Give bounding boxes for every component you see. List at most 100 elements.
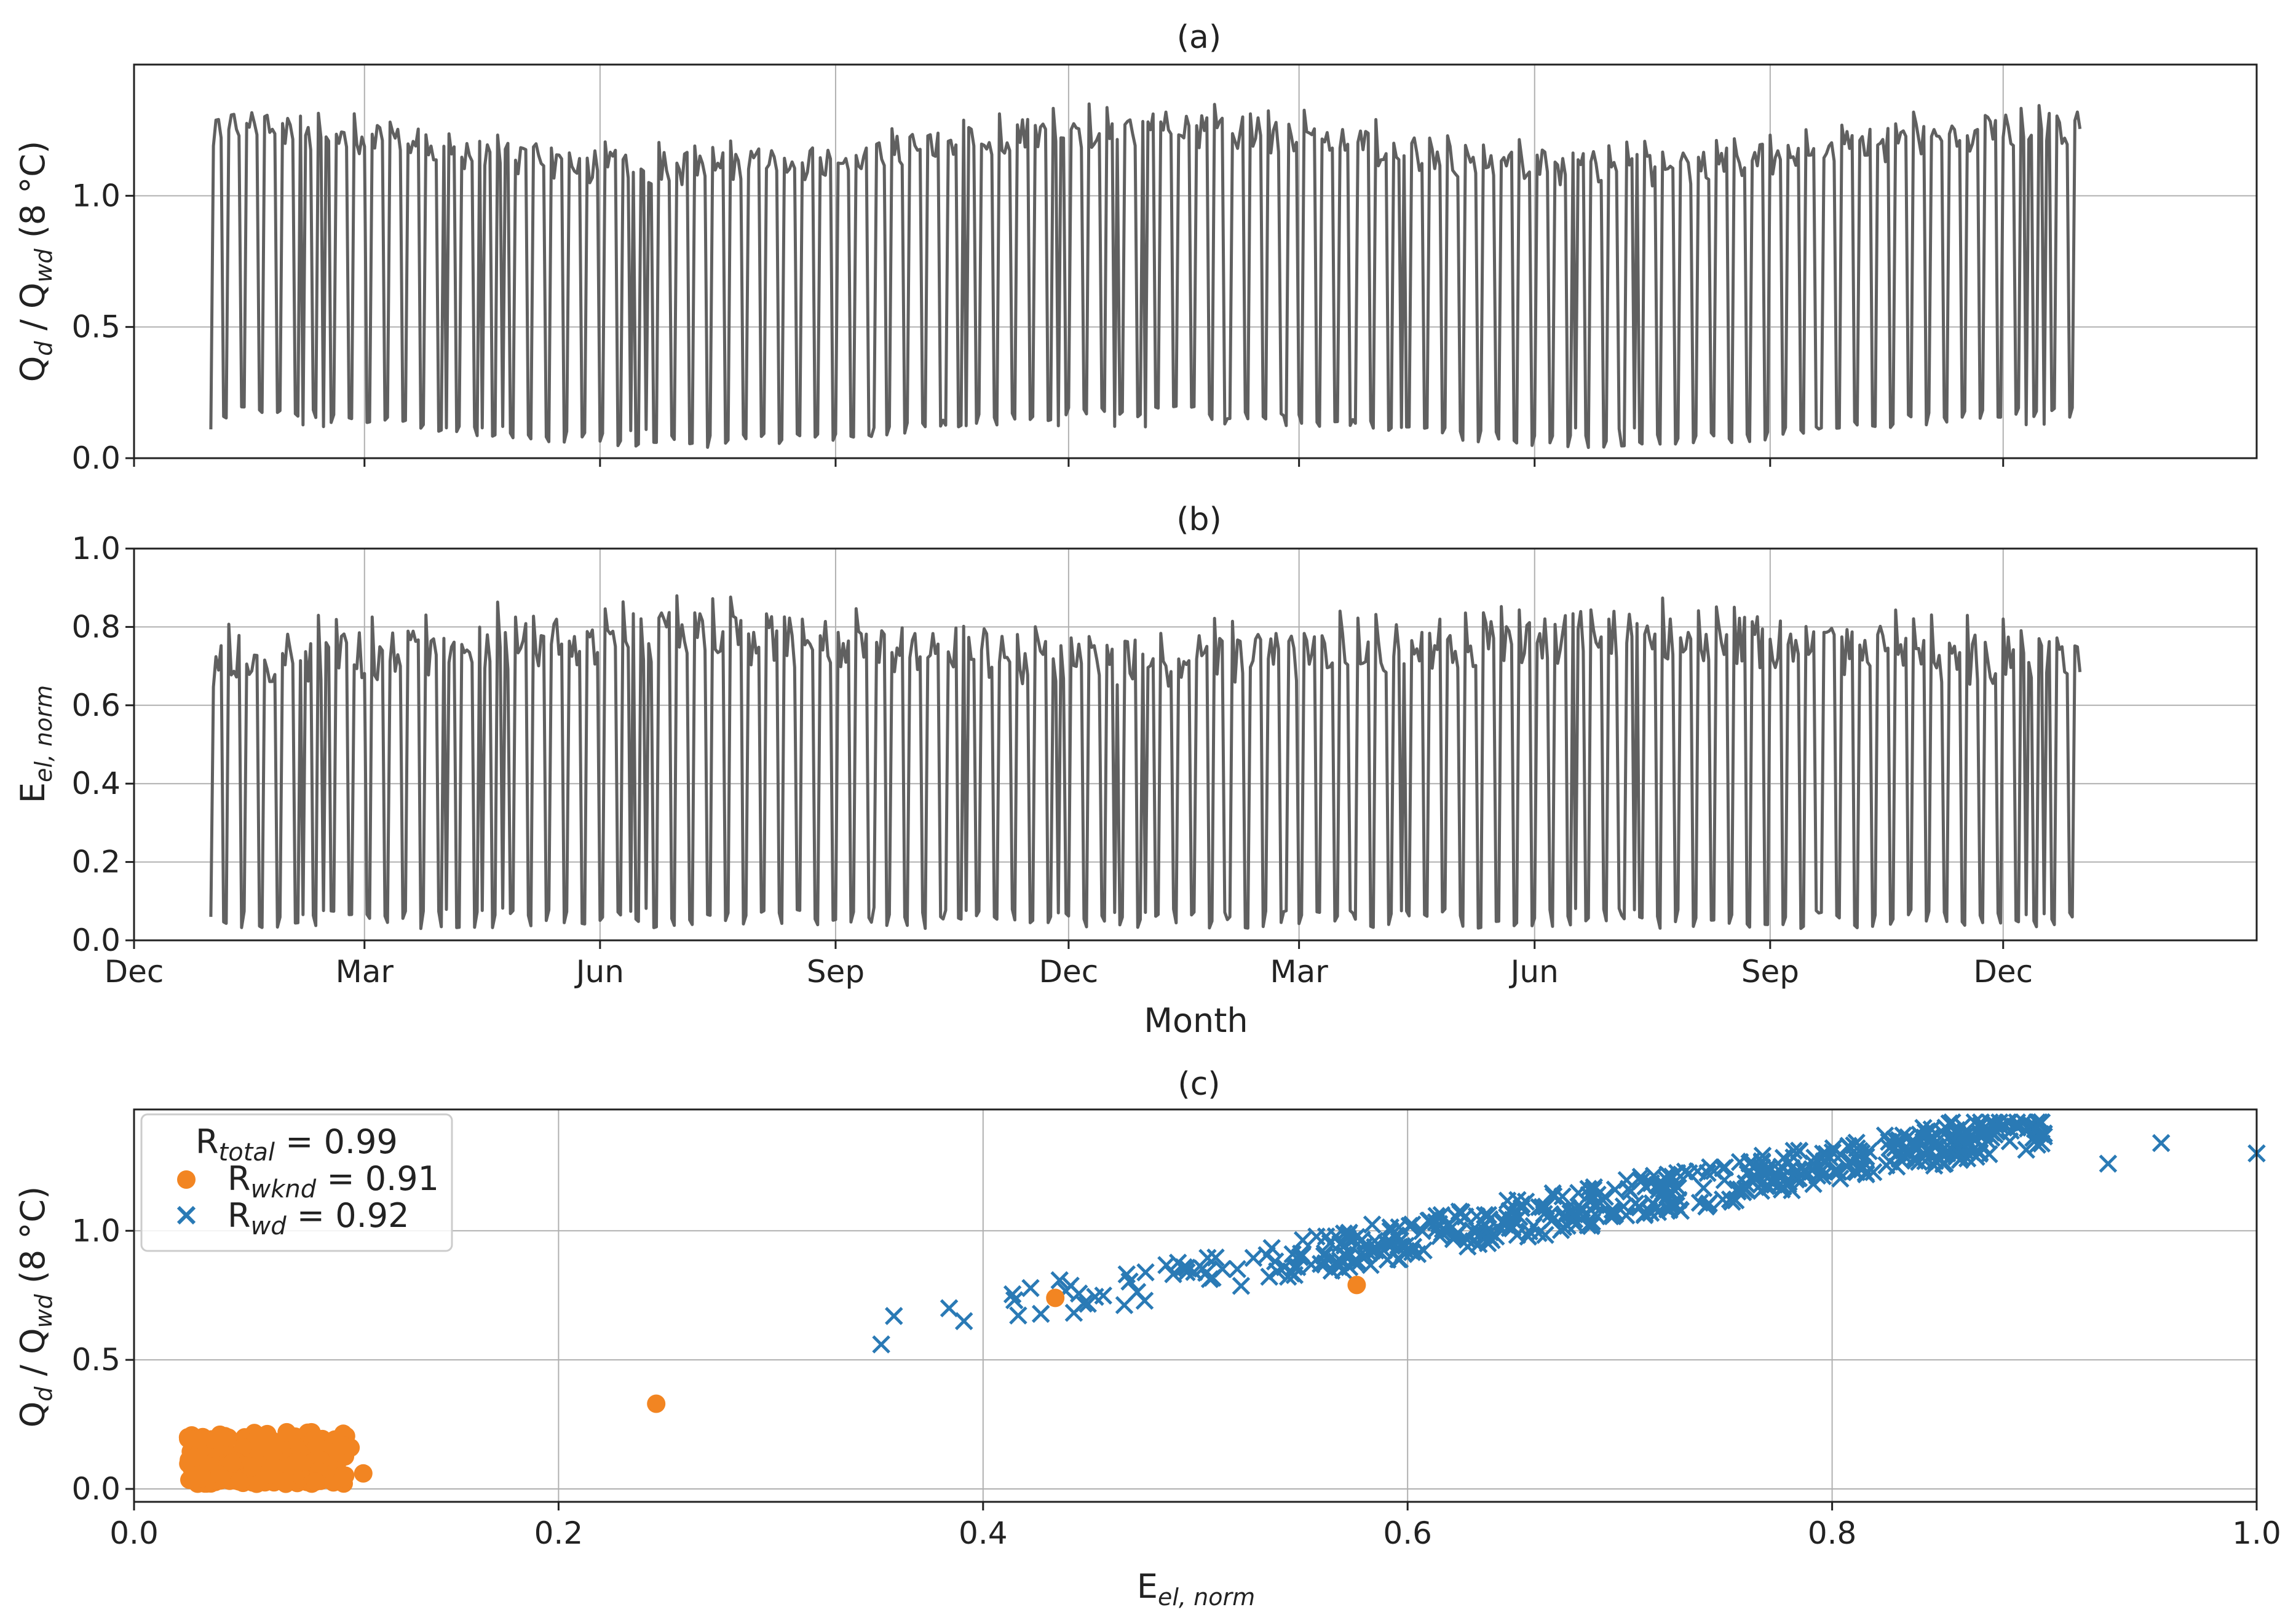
weekend-point-236 bbox=[306, 1472, 325, 1491]
weekday-point-420 bbox=[1971, 1113, 1990, 1132]
panel-b-frame bbox=[133, 547, 2258, 942]
weekday-point-237 bbox=[1198, 1248, 1217, 1268]
weekend-point-235 bbox=[223, 1453, 242, 1472]
legend-box bbox=[140, 1113, 453, 1252]
panel-c-ylabel: Qd / Qwd (8 °C) bbox=[14, 1186, 57, 1427]
weekday-point-63 bbox=[1213, 1260, 1232, 1279]
c-xtick-label-4: 0.8 bbox=[1808, 1515, 1857, 1551]
weekday-point-410 bbox=[1524, 1216, 1543, 1236]
weekday-point-383 bbox=[1508, 1191, 1527, 1210]
c-xtick-label-1: 0.2 bbox=[534, 1515, 584, 1551]
b-xtick-label-7: Sep bbox=[1741, 954, 1799, 990]
weekday-point-451 bbox=[1315, 1244, 1334, 1263]
b-xtick-label-1: Mar bbox=[336, 954, 394, 990]
panel-c-grid bbox=[133, 1109, 2257, 1502]
weekday-point-508 bbox=[1890, 1133, 1909, 1152]
legend-weekday-label: Rwd = 0.92 bbox=[228, 1196, 409, 1240]
weekday-point-212 bbox=[1005, 1291, 1024, 1309]
panel-b-xlabel: Month bbox=[1144, 1001, 1248, 1040]
weekday-point-510 bbox=[1561, 1204, 1580, 1223]
a-ytick-label-0: 0.0 bbox=[71, 440, 121, 476]
weekday-point-305 bbox=[2035, 1124, 2053, 1143]
weekday-point-494 bbox=[1533, 1197, 1551, 1216]
weekday-point-503 bbox=[1340, 1258, 1359, 1277]
weekend-point-233 bbox=[260, 1462, 279, 1481]
weekday-point-369 bbox=[1293, 1231, 1312, 1250]
weekday-point-349 bbox=[1003, 1285, 1022, 1304]
weekday-point-512 bbox=[1753, 1146, 1772, 1165]
weekday-point-493 bbox=[2028, 1135, 2047, 1154]
b-ytick-label-5: 1.0 bbox=[71, 531, 121, 566]
weekday-point-412 bbox=[1021, 1279, 1040, 1298]
weekday-point-299 bbox=[1050, 1271, 1069, 1290]
b-ytick-label-0: 0.0 bbox=[71, 923, 121, 958]
panel-b-title: (b) bbox=[1176, 501, 1222, 538]
weekday-point-455 bbox=[1498, 1208, 1516, 1226]
weekday-point-490 bbox=[1797, 1162, 1815, 1180]
panel-a-frame bbox=[133, 63, 2258, 459]
weekday-point-461 bbox=[2000, 1132, 2019, 1151]
weekday-point-488 bbox=[1671, 1200, 1689, 1219]
weekend-point-220 bbox=[229, 1472, 248, 1491]
weekday-point-336 bbox=[1829, 1162, 1848, 1181]
weekday-point-492 bbox=[1771, 1162, 1789, 1181]
weekday-point-450 bbox=[1585, 1196, 1603, 1215]
weekday-point-409 bbox=[1804, 1175, 1823, 1193]
weekend-point-185 bbox=[233, 1438, 252, 1457]
panel-b: (b) 0.0 0.2 0.4 0.6 0.8 1.0 Dec Mar Jun Sep Dec Ma… bbox=[14, 501, 2258, 1040]
panel-a-yticks: 0.0 0.5 1.0 bbox=[71, 178, 134, 476]
weekday-point-276 bbox=[1824, 1139, 1843, 1157]
b-ytick-label-4: 0.8 bbox=[71, 609, 121, 645]
panel-c-title: (c) bbox=[1178, 1066, 1220, 1103]
weekday-point-384 bbox=[1649, 1203, 1668, 1221]
weekday-point-468 bbox=[1986, 1116, 2005, 1134]
weekday-point-304 bbox=[1392, 1237, 1411, 1255]
weekday-point-321 bbox=[1784, 1141, 1803, 1160]
weekday-point-189 bbox=[1232, 1277, 1251, 1295]
weekday-point-418 bbox=[1483, 1231, 1501, 1250]
weekday-point-523 bbox=[954, 1312, 973, 1330]
weekend-point-238 bbox=[192, 1469, 212, 1488]
weekday-point-442 bbox=[1922, 1120, 1941, 1139]
weekday-point-79 bbox=[1260, 1268, 1278, 1286]
panel-c-weekend-points bbox=[178, 1276, 1366, 1493]
weekday-point-457 bbox=[1617, 1171, 1636, 1189]
weekend-point-237 bbox=[288, 1451, 307, 1470]
weekday-point-515 bbox=[1566, 1205, 1584, 1224]
panel-b-series-line bbox=[209, 594, 2082, 931]
c-xtick-label-2: 0.4 bbox=[959, 1515, 1008, 1551]
panel-a-xticks bbox=[133, 458, 2005, 467]
legend-title: Rtotal = 0.99 bbox=[196, 1122, 398, 1167]
weekday-point-516 bbox=[1178, 1258, 1196, 1277]
weekday-point-297 bbox=[1117, 1265, 1136, 1284]
b-xtick-label-4: Dec bbox=[1039, 954, 1098, 990]
weekday-point-448 bbox=[1291, 1248, 1309, 1266]
weekend-point-228 bbox=[275, 1472, 294, 1491]
panel-b-ylabel: Eel, norm bbox=[14, 685, 57, 803]
weekday-point-498 bbox=[1728, 1180, 1746, 1199]
weekday-point-277 bbox=[1356, 1246, 1374, 1264]
weekend-point-242 bbox=[1347, 1276, 1366, 1295]
weekday-point-499 bbox=[1944, 1130, 1963, 1148]
weekday-point-431 bbox=[1848, 1139, 1866, 1157]
weekday-point-511 bbox=[1631, 1167, 1650, 1186]
weekday-point-163 bbox=[1200, 1270, 1219, 1288]
panel-c-xlabel: Eel, norm bbox=[1137, 1567, 1255, 1611]
weekday-point-528 bbox=[2099, 1154, 2118, 1173]
c-ytick-label-1: 0.5 bbox=[71, 1342, 121, 1378]
panel-c-xticks: 0.0 0.2 0.4 0.6 0.8 1.0 bbox=[109, 1502, 2281, 1551]
weekday-point-428 bbox=[1947, 1147, 1966, 1166]
weekday-point-423 bbox=[1965, 1113, 1984, 1132]
weekday-point-495 bbox=[1459, 1237, 1477, 1256]
weekday-point-347 bbox=[1579, 1180, 1597, 1198]
c-ytick-label-0: 0.0 bbox=[71, 1471, 121, 1507]
weekday-point-278 bbox=[1009, 1306, 1027, 1325]
weekday-point-502 bbox=[1285, 1258, 1304, 1276]
b-ytick-label-1: 0.2 bbox=[71, 844, 121, 880]
weekday-point-151 bbox=[1363, 1215, 1382, 1234]
weekday-point-440 bbox=[1432, 1206, 1451, 1224]
weekday-point-438 bbox=[1391, 1231, 1410, 1250]
panel-a-series-line bbox=[209, 102, 2082, 450]
weekday-point-178 bbox=[1694, 1178, 1713, 1197]
weekend-point-208 bbox=[258, 1424, 277, 1443]
